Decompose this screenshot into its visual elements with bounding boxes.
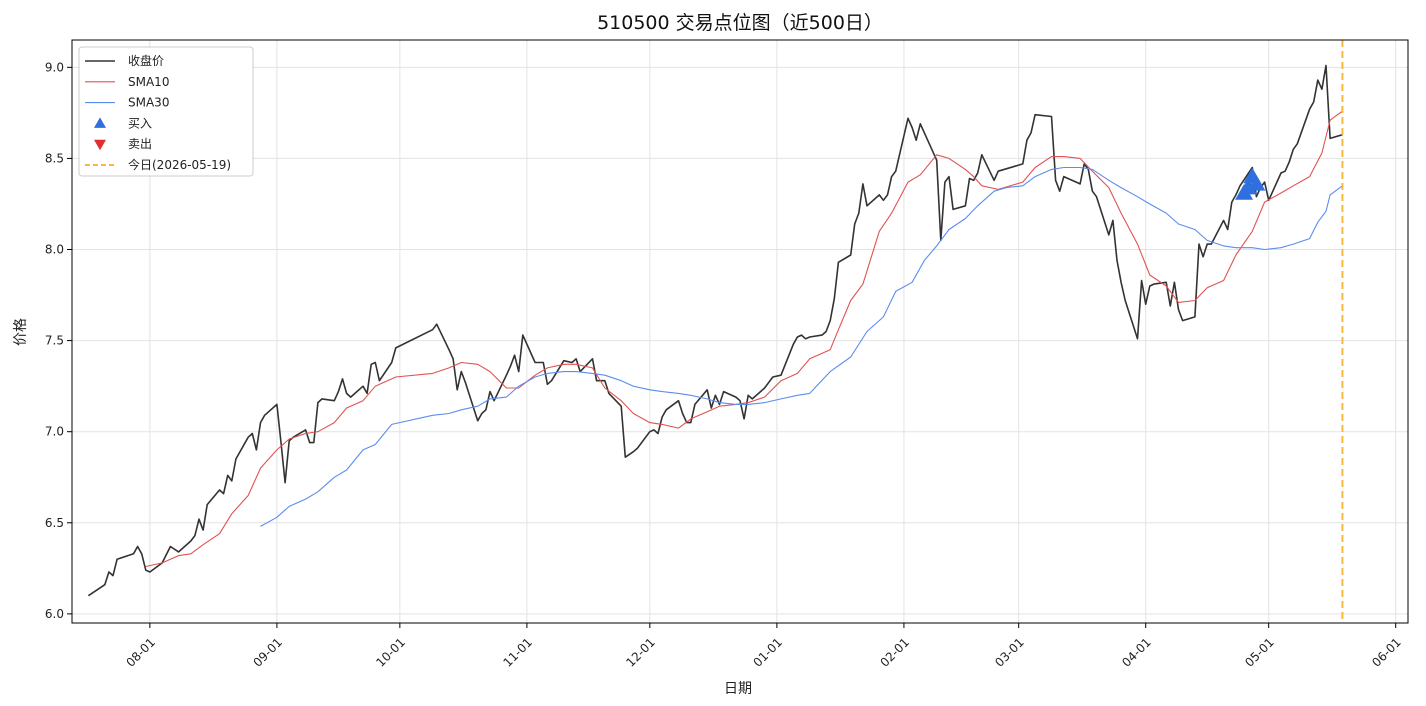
legend-box — [78, 46, 254, 177]
sma30-series-line — [260, 166, 1343, 527]
y-tick-label: 8.5 — [45, 151, 64, 165]
legend-label-today: 今日(2026-05-19) — [128, 157, 231, 172]
y-tick-label: 9.0 — [45, 60, 64, 74]
legend-sell-swatch — [94, 139, 106, 151]
legend-label-sma30: SMA30 — [128, 96, 169, 110]
y-tick-label: 6.0 — [45, 607, 64, 621]
legend-label-sma10: SMA10 — [128, 75, 169, 89]
y-tick-label: 8.0 — [45, 243, 64, 257]
x-axis-title: 日期 — [724, 681, 752, 697]
legend-buy-swatch — [94, 117, 106, 128]
y-tick-label: 7.0 — [45, 425, 64, 439]
series-layer — [87, 40, 1344, 623]
legend-label-close: 收盘价 — [128, 53, 164, 68]
buy-marker — [1247, 174, 1266, 191]
close-series-line — [87, 64, 1343, 597]
trade-markers — [1235, 167, 1266, 200]
y-tick-label: 6.5 — [45, 516, 64, 530]
chart-title: 510500 交易点位图（近500日） — [597, 12, 883, 34]
y-tick-label: 7.5 — [45, 334, 64, 348]
y-axis-title: 价格 — [13, 318, 29, 346]
legend-label-buy: 买入 — [128, 116, 152, 130]
sma10-series-line — [145, 110, 1343, 568]
plot-frame — [71, 39, 1409, 624]
legend-label-sell: 卖出 — [128, 137, 152, 151]
